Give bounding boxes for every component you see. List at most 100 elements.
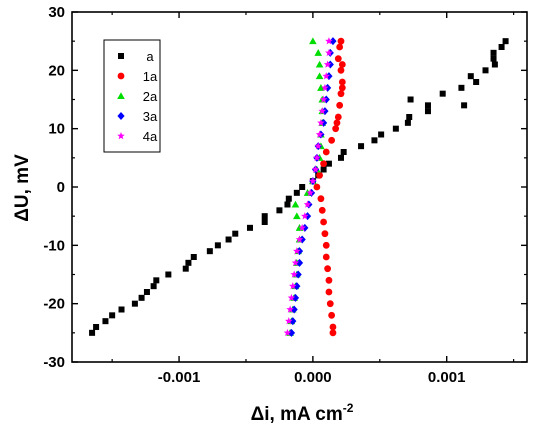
data-point-a [461, 102, 468, 109]
data-point-a [182, 265, 189, 272]
data-point-a [109, 312, 116, 319]
data-point-a [491, 61, 498, 68]
legend-label: 2a [143, 89, 158, 104]
data-point-3a [301, 223, 309, 232]
data-point-3a [290, 305, 298, 314]
data-point-a [165, 271, 172, 278]
legend-marker-a [118, 53, 124, 59]
data-point-1a [322, 241, 330, 249]
data-point-a [225, 236, 232, 243]
data-point-a [392, 125, 399, 132]
data-point-4a [325, 48, 333, 57]
y-tick-label: -20 [43, 296, 65, 313]
data-point-4a [289, 282, 297, 290]
data-point-3a [289, 317, 297, 326]
data-point-2a [291, 200, 300, 208]
data-point-a [185, 259, 192, 266]
legend-marker-2a [117, 92, 125, 99]
legend-marker-4a [117, 132, 125, 140]
data-point-2a [293, 212, 301, 220]
data-point-a [467, 73, 474, 80]
data-point-a [214, 242, 221, 249]
data-point-a [232, 230, 239, 237]
series-1a [313, 37, 346, 337]
data-point-3a [291, 293, 300, 302]
y-tick-label: 10 [48, 121, 65, 138]
data-point-2a [309, 37, 317, 45]
data-point-1a [338, 78, 346, 86]
data-point-4a [295, 235, 304, 243]
data-point-1a [326, 300, 334, 308]
data-point-1a [338, 84, 346, 92]
y-axis: -30 -20 -10 0 10 20 30 [43, 4, 527, 371]
data-point-3a [324, 83, 332, 92]
data-point-a [340, 149, 347, 155]
data-point-4a [293, 247, 301, 255]
data-point-3a [287, 328, 296, 337]
data-point-1a [333, 119, 341, 127]
data-point-a [118, 306, 125, 313]
data-point-a [325, 160, 332, 167]
data-point-a [246, 224, 253, 231]
data-point-a [337, 154, 344, 161]
data-point-4a [303, 200, 312, 208]
data-point-3a [319, 118, 328, 127]
data-point-a [424, 108, 431, 115]
data-point-a [293, 189, 300, 196]
data-point-1a [320, 160, 327, 168]
data-point-a [261, 213, 268, 220]
data-point-4a [322, 72, 331, 80]
data-point-2a [315, 72, 324, 80]
data-point-4a [313, 153, 321, 162]
data-point-a [439, 90, 446, 97]
data-point-1a [328, 136, 336, 144]
data-point-1a [329, 329, 337, 337]
data-point-4a [317, 118, 325, 127]
data-point-1a [325, 276, 333, 284]
data-point-a [424, 102, 431, 109]
data-point-3a [295, 258, 304, 267]
data-point-1a [313, 183, 321, 191]
data-point-a [498, 44, 505, 50]
data-point-2a [315, 60, 324, 68]
data-point-4a [315, 130, 324, 138]
legend-label: a [146, 49, 154, 64]
y-axis-title: ΔU, mV [12, 154, 33, 222]
data-point-a [407, 96, 414, 103]
data-point-1a [337, 37, 345, 45]
data-point-1a [336, 101, 344, 109]
data-point-1a [322, 253, 330, 261]
data-point-a [358, 143, 365, 150]
data-points [89, 37, 509, 337]
y-tick-label: -30 [43, 354, 65, 371]
data-point-4a [301, 212, 309, 220]
data-point-1a [337, 90, 345, 98]
data-point-a [320, 166, 327, 173]
data-point-a [261, 219, 268, 225]
data-point-4a [321, 83, 329, 92]
data-point-4a [284, 317, 293, 325]
data-point-3a [298, 235, 306, 244]
data-point-3a [293, 282, 301, 291]
data-point-1a [322, 148, 330, 156]
data-point-4a [323, 60, 332, 68]
data-point-a [285, 195, 292, 202]
data-point-a [138, 294, 145, 301]
data-point-3a [321, 107, 329, 116]
data-point-1a [334, 55, 342, 63]
data-point-a [502, 38, 509, 45]
data-point-a [93, 324, 100, 330]
y-tick-label: 0 [57, 179, 65, 196]
data-point-a [143, 289, 150, 295]
legend-box [103, 39, 161, 153]
data-point-1a [325, 288, 333, 296]
data-point-4a [291, 258, 300, 267]
data-point-1a [337, 66, 345, 74]
data-point-4a [286, 305, 294, 313]
data-point-3a [329, 37, 337, 46]
legend-label: 1a [143, 69, 158, 84]
data-point-1a [324, 265, 332, 273]
data-point-4a [318, 107, 327, 115]
data-point-1a [328, 311, 336, 319]
